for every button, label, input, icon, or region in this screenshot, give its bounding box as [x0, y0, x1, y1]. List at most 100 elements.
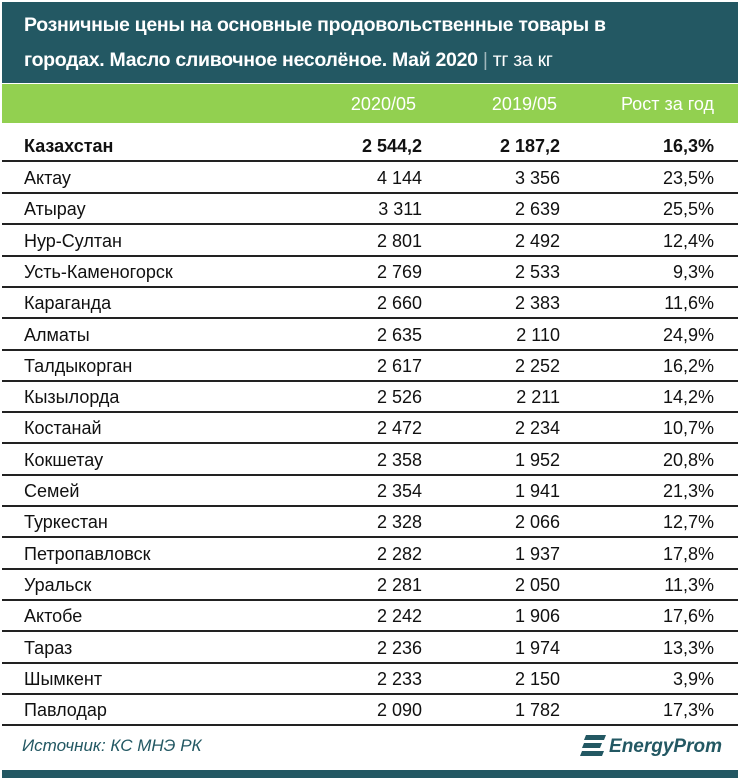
region-name: Уральск: [24, 574, 92, 595]
growth: 17,8%: [662, 543, 714, 564]
price-2020: 2 660: [376, 293, 422, 314]
growth: 16,2%: [662, 355, 714, 376]
growth: 16,3%: [662, 136, 714, 156]
price-2020: 2 354: [376, 481, 422, 501]
table-row: Актау 4 144 3 356 23,5%: [2, 163, 738, 194]
region-name: Талдыкорган: [24, 355, 133, 376]
region-name: Кокшетау: [24, 449, 104, 470]
table-row: Семей 2 354 1 941 21,3%: [2, 476, 738, 507]
table-row: Алматы 2 635 2 110 24,9%: [2, 320, 738, 351]
title-unit: тг за кг: [492, 49, 553, 71]
price-2019: 2 211: [516, 387, 560, 408]
price-2020: 2 526: [376, 387, 422, 408]
price-2019: 2 383: [514, 293, 560, 314]
growth: 9,3%: [672, 261, 714, 282]
region-name: Актобе: [24, 606, 83, 627]
table-row: Атырау 3 311 2 639 25,5%: [2, 194, 738, 226]
table-row: Костанай 2 472 2 234 10,7%: [2, 413, 738, 445]
region-name: Усть-Каменогорск: [24, 261, 173, 282]
price-2020: 2 233: [376, 668, 422, 689]
price-2020: 2 801: [376, 230, 422, 251]
region-name: Нур-Султан: [24, 230, 122, 251]
price-2020: 2 090: [376, 700, 422, 721]
table-title: Розничные цены на основные продовольстве…: [2, 2, 738, 83]
price-2019: 2 234: [514, 418, 560, 439]
growth: 12,7%: [662, 512, 714, 533]
price-2019: 2 252: [514, 355, 560, 376]
total-row: Казахстан 2 544,2 2 187,2 16,3%: [2, 131, 738, 162]
price-2020: 2 358: [376, 449, 422, 470]
price-2020: 2 617: [376, 355, 422, 376]
growth: 14,2%: [662, 387, 714, 408]
price-2019: 1 937: [514, 543, 560, 564]
region-name: Петропавловск: [24, 543, 151, 564]
region-name: Тараз: [24, 637, 73, 658]
growth: 10,7%: [662, 418, 714, 439]
table-row: Павлодар 2 090 1 782 17,3%: [2, 695, 738, 727]
footer-bar: [2, 770, 738, 778]
price-2020: 2 769: [376, 261, 422, 282]
energyprom-logo: EnergyProm: [580, 733, 722, 761]
region-name: Шымкент: [24, 668, 103, 689]
region-name: Казахстан: [24, 136, 114, 156]
column-header-row: 2020/05 2019/05 Рост за год: [2, 84, 738, 123]
growth: 12,4%: [662, 230, 714, 251]
table-row: Уральск 2 281 2 050 11,3%: [2, 570, 738, 601]
growth: 13,3%: [662, 637, 714, 658]
title-line-1: Розничные цены на основные продовольстве…: [24, 14, 606, 36]
price-2019: 1 974: [514, 637, 560, 658]
logo-text: EnergyProm: [609, 736, 722, 757]
price-2020: 4 144: [376, 168, 422, 188]
table-row: Шымкент 2 233 2 150 3,9%: [2, 664, 738, 695]
region-name: Караганда: [24, 293, 112, 314]
column-header-growth: Рост за год: [620, 94, 714, 114]
price-2019: 2 187,2: [499, 136, 560, 156]
growth: 17,6%: [662, 606, 714, 627]
price-2019: 2 533: [514, 261, 560, 282]
growth: 3,9%: [672, 668, 714, 689]
price-2020: 2 635: [376, 324, 422, 345]
growth: 11,3%: [664, 574, 714, 595]
growth: 17,3%: [662, 700, 714, 721]
growth: 24,9%: [662, 324, 714, 345]
region-name: Актау: [24, 168, 71, 188]
table-row: Нур-Султан 2 801 2 492 12,4%: [2, 226, 738, 257]
source-note: Источник: КС МНЭ РК: [22, 736, 202, 755]
region-name: Атырау: [24, 199, 86, 220]
price-2019: 2 066: [514, 512, 560, 533]
region-name: Семей: [24, 481, 80, 501]
price-2020: 2 544,2: [361, 136, 422, 156]
column-header-2020: 2020/05: [350, 94, 416, 114]
price-2019: 2 050: [514, 574, 560, 595]
growth: 20,8%: [662, 449, 714, 470]
table-row: Талдыкорган 2 617 2 252 16,2%: [2, 351, 738, 382]
price-2019: 2 110: [516, 324, 560, 345]
price-2020: 2 242: [376, 606, 422, 627]
growth: 11,6%: [664, 293, 714, 314]
price-2020: 2 472: [376, 418, 422, 439]
column-header-2019: 2019/05: [491, 94, 557, 114]
region-name: Алматы: [24, 324, 90, 345]
region-name: Кызылорда: [24, 387, 120, 408]
region-name: Костанай: [24, 418, 102, 439]
price-2019: 3 356: [514, 168, 560, 188]
table-row: Кокшетау 2 358 1 952 20,8%: [2, 445, 738, 476]
table-row: Актобе 2 242 1 906 17,6%: [2, 601, 738, 633]
table-row: Усть-Каменогорск 2 769 2 533 9,3%: [2, 257, 738, 288]
price-2020: 2 328: [376, 512, 422, 533]
price-2020: 2 236: [376, 637, 422, 658]
price-2019: 1 941: [514, 481, 560, 501]
price-2019: 1 952: [514, 449, 560, 470]
table-row: Тараз 2 236 1 974 13,3%: [2, 633, 738, 664]
growth: 25,5%: [662, 199, 714, 220]
table-row: Кызылорда 2 526 2 211 14,2%: [2, 382, 738, 414]
price-2020: 3 311: [378, 199, 422, 220]
title-separator: |: [482, 49, 488, 71]
growth: 23,5%: [662, 168, 714, 188]
price-2020: 2 281: [376, 574, 422, 595]
title-line-2: городах. Масло сливочное несолёное. Май …: [24, 49, 478, 71]
table-row: Петропавловск 2 282 1 937 17,8%: [2, 539, 738, 570]
price-2019: 2 150: [514, 668, 560, 689]
price-2019: 2 492: [514, 230, 560, 251]
